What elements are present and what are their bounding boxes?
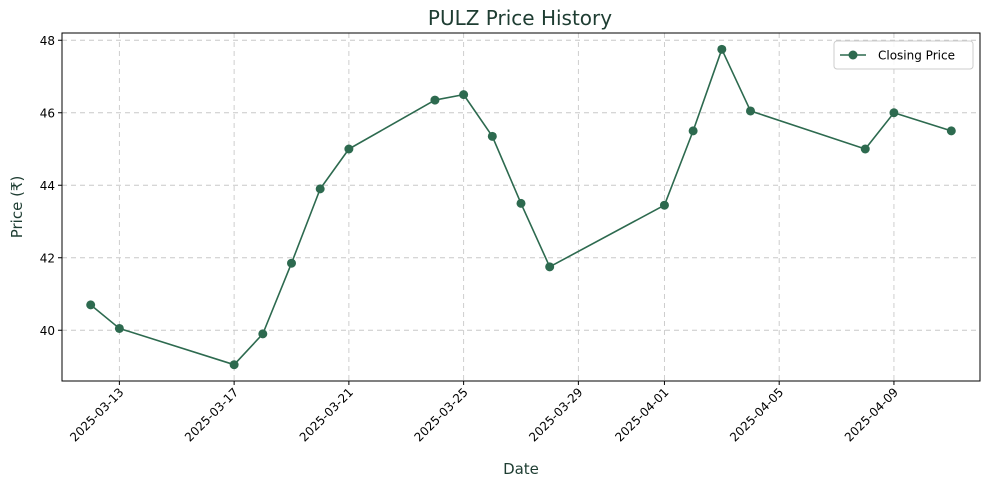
data-point: [114, 323, 124, 333]
legend: Closing Price: [833, 40, 974, 70]
data-point: [717, 44, 727, 54]
data-point: [86, 300, 96, 310]
data-point: [659, 200, 669, 210]
x-tick-label: 2025-03-13: [67, 385, 126, 444]
data-point: [746, 106, 755, 116]
data-point: [315, 184, 325, 194]
legend-box: [833, 40, 974, 70]
x-axis-label: Date: [503, 460, 539, 478]
data-point: [229, 360, 239, 370]
y-axis-label: Price (₹): [8, 176, 26, 239]
legend-label: Closing Price: [878, 49, 955, 63]
y-tick-label: 46: [40, 106, 55, 120]
x-tick-label: 2025-04-01: [612, 385, 671, 444]
y-tick-label: 40: [40, 324, 55, 338]
data-point: [344, 144, 354, 154]
data-point: [459, 90, 469, 100]
y-tick-label: 48: [40, 34, 55, 48]
data-point: [860, 144, 870, 154]
x-tick-label: 2025-04-09: [842, 385, 901, 444]
data-point: [430, 95, 440, 105]
data-point: [287, 258, 296, 268]
x-tick-label: 2025-03-25: [412, 385, 471, 444]
x-axis-ticks: 2025-03-13 2025-03-17 2025-03-21 2025-03-25…: [67, 381, 901, 444]
plot-frame: [61, 32, 981, 382]
chart-title: PULZ Price History: [428, 6, 612, 30]
data-point: [545, 262, 555, 272]
data-point: [487, 131, 497, 141]
data-point: [688, 126, 698, 136]
data-point: [946, 126, 956, 136]
data-point: [516, 198, 526, 208]
series-layer: [86, 44, 956, 370]
y-tick-label: 44: [40, 179, 55, 193]
x-tick-label: 2025-04-05: [727, 385, 786, 444]
data-point: [889, 108, 899, 118]
x-tick-label: 2025-03-21: [297, 385, 356, 444]
x-tick-label: 2025-03-17: [182, 385, 241, 444]
legend-marker-swatch: [848, 50, 858, 60]
y-tick-label: 42: [40, 251, 55, 265]
y-axis-ticks: 40 42 44 46 48: [40, 34, 62, 338]
data-point: [258, 329, 268, 339]
x-tick-label: 2025-03-29: [526, 385, 585, 444]
